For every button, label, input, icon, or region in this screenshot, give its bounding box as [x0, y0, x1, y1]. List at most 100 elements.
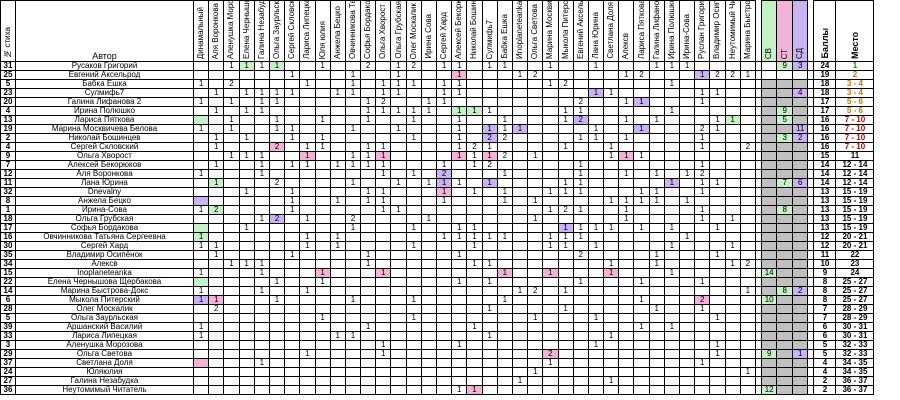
vote-cell — [527, 250, 544, 260]
st-cell: 7 — [776, 178, 793, 188]
vote-cell: 1 — [724, 214, 741, 224]
vote-cell — [284, 151, 301, 161]
vote-cell — [192, 115, 210, 125]
place: 1 — [835, 61, 875, 71]
vote-cell — [208, 313, 225, 323]
vote-cell — [223, 313, 240, 323]
total-score: 16 — [813, 115, 837, 125]
vote-cell: 1 — [405, 79, 422, 89]
vote-cell: 1 — [481, 331, 498, 341]
vote-cell — [268, 376, 286, 386]
vote-cell — [648, 79, 665, 89]
vote-cell — [375, 115, 392, 125]
vote-cell — [238, 115, 255, 125]
vote-cell — [603, 385, 620, 395]
vote-cell — [557, 322, 574, 332]
vote-cell: 1 — [375, 349, 392, 359]
vote-cell: 2 — [557, 205, 574, 215]
vote-cell — [496, 250, 513, 260]
vote-cell — [511, 151, 529, 161]
vote-cell — [511, 88, 529, 98]
vote-cell — [466, 115, 483, 125]
vote-cell — [481, 169, 498, 179]
vote-cell: 1 — [238, 106, 255, 116]
place: 24 — [835, 268, 875, 278]
vote-cell: 1 — [299, 142, 316, 152]
vote-cell — [253, 79, 270, 89]
vote-cell — [253, 349, 270, 359]
vote-cell — [648, 241, 665, 251]
sv-cell — [760, 106, 778, 116]
header-voter: Мыкола Питерский — [557, 0, 574, 62]
vote-cell — [527, 115, 544, 125]
vote-cell — [192, 250, 210, 260]
vote-cell — [344, 376, 362, 386]
vote-cell — [284, 313, 301, 323]
vote-cell — [557, 358, 574, 368]
vote-cell — [360, 70, 377, 80]
poem-number: 29 — [0, 349, 16, 359]
author-name: Алексей Бекорюков — [15, 160, 194, 170]
vote-cell — [329, 142, 346, 152]
vote-cell — [572, 70, 589, 80]
vote-cell — [603, 169, 620, 179]
st-cell: 8 — [776, 286, 793, 296]
vote-cell: 1 — [284, 160, 301, 170]
header-voter: Ирина Полюшко — [663, 0, 681, 62]
vote-cell: 1 — [238, 187, 255, 197]
vote-cell — [618, 223, 635, 233]
st-cell — [776, 358, 793, 368]
header-voter-label: Сергей Хард — [440, 11, 449, 59]
vote-cell — [633, 178, 650, 188]
vote-cell — [208, 97, 225, 107]
vote-cell: 1 — [496, 61, 513, 71]
sv-cell — [760, 331, 778, 341]
vote-cell — [496, 340, 513, 350]
vote-cell — [238, 277, 255, 287]
vote-cell: 1 — [572, 160, 589, 170]
vote-cell: 1 — [390, 205, 407, 215]
vote-cell: 1 — [496, 115, 513, 125]
poem-number: 37 — [0, 358, 16, 368]
st-cell — [776, 376, 793, 386]
vote-cell: 1 — [496, 169, 513, 179]
table-row: 4 Сергей Скловский 1 2 1 1 1 1 1 2 1 1 1 1 2 16 7 - 10 — [0, 142, 875, 152]
place: 34 - 35 — [835, 367, 875, 377]
header-voter: Юля юлия — [314, 0, 331, 62]
vote-cell — [375, 61, 392, 71]
poem-number: 31 — [0, 61, 16, 71]
vote-cell: 1 — [542, 268, 559, 278]
vote-cell — [511, 106, 529, 116]
vote-cell: 1 — [405, 115, 422, 125]
vote-cell: 1 — [511, 124, 529, 134]
sv-cell — [760, 259, 778, 269]
vote-cell — [663, 115, 681, 125]
vote-cell: 1 — [451, 250, 468, 260]
table-row: 20 Галина Лифанова 2 1 1 1 1 1 2 1 1 2 1 1 1 17 5 - 6 — [0, 97, 875, 107]
vote-cell — [618, 79, 635, 89]
vote-cell — [192, 178, 210, 188]
vote-cell — [390, 214, 407, 224]
vote-cell — [268, 196, 286, 206]
vote-cell — [709, 385, 726, 395]
vote-cell — [618, 106, 635, 116]
vote-cell — [572, 367, 589, 377]
vote-cell: 1 — [390, 70, 407, 80]
vote-cell — [466, 367, 483, 377]
vote-cell — [375, 286, 392, 296]
vote-cell — [724, 187, 741, 197]
vote-cell — [496, 304, 513, 314]
vote-cell — [618, 367, 635, 377]
vote-cell: 1 — [238, 259, 255, 269]
vote-cell: 2 — [542, 349, 559, 359]
vote-cell — [527, 106, 544, 116]
vote-cell — [709, 295, 726, 305]
st-cell — [776, 142, 793, 152]
vote-cell: 1 — [192, 331, 210, 341]
vote-cell — [481, 241, 498, 251]
vote-cell — [511, 268, 529, 278]
vote-cell — [284, 322, 301, 332]
vote-cell: 1 — [344, 295, 362, 305]
vote-cell — [314, 79, 331, 89]
vote-cell — [329, 250, 346, 260]
